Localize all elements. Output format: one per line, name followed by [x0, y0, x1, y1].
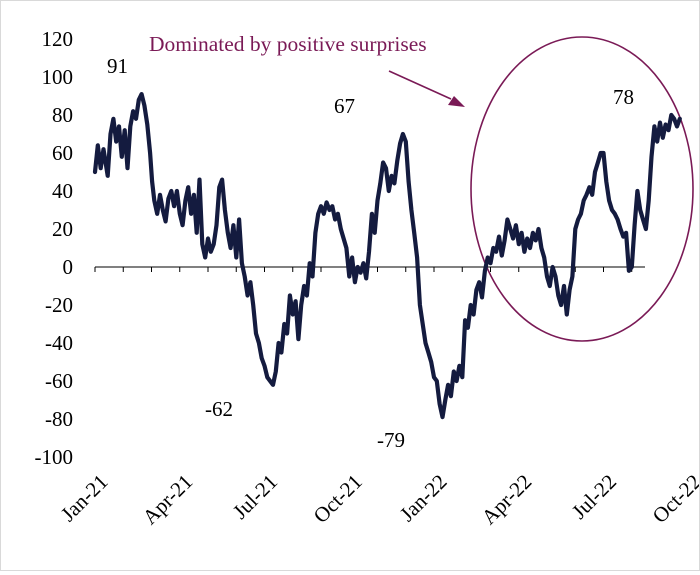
trough-label: -79 [377, 428, 405, 452]
y-tick-label: 100 [42, 65, 74, 89]
x-axis-tick-labels: Jan-21 Apr-21 Jul-21 Oct-21 Jan-22 Apr-22 Jul-… [56, 470, 700, 530]
x-tick-label: Jul-22 [567, 470, 621, 524]
x-tick-label: Oct-22 [648, 470, 699, 528]
y-tick-label: 120 [42, 27, 74, 51]
peak-label: 78 [613, 85, 634, 109]
x-tick-label: Apr-21 [138, 470, 198, 530]
peak-label: 67 [334, 94, 355, 118]
y-tick-label: -80 [45, 407, 73, 431]
trough-label: -62 [205, 397, 233, 421]
y-tick-label: -40 [45, 331, 73, 355]
peak-label: 91 [107, 54, 128, 78]
y-tick-label: -100 [35, 445, 74, 469]
y-tick-label: 40 [52, 179, 73, 203]
y-tick-label: 20 [52, 217, 73, 241]
y-tick-label: 80 [52, 103, 73, 127]
x-tick-label: Oct-21 [309, 470, 367, 528]
x-tick-label: Jul-21 [228, 470, 282, 524]
y-tick-label: -60 [45, 369, 73, 393]
annotation-arrow [388, 70, 465, 107]
y-tick-label: 60 [52, 141, 73, 165]
annotation-text: Dominated by positive surprises [149, 32, 427, 56]
x-tick-label: Jan-21 [56, 470, 113, 527]
x-tick-label: Apr-22 [477, 470, 537, 530]
x-tick-label: Jan-22 [395, 470, 452, 527]
y-tick-label: 0 [63, 255, 74, 279]
y-axis-tick-labels: 120 100 80 60 40 20 0 -20 -40 -60 -80 -100 [35, 27, 74, 469]
y-tick-label: -20 [45, 293, 73, 317]
series-line [92, 92, 682, 420]
highlight-ellipse [470, 36, 694, 342]
